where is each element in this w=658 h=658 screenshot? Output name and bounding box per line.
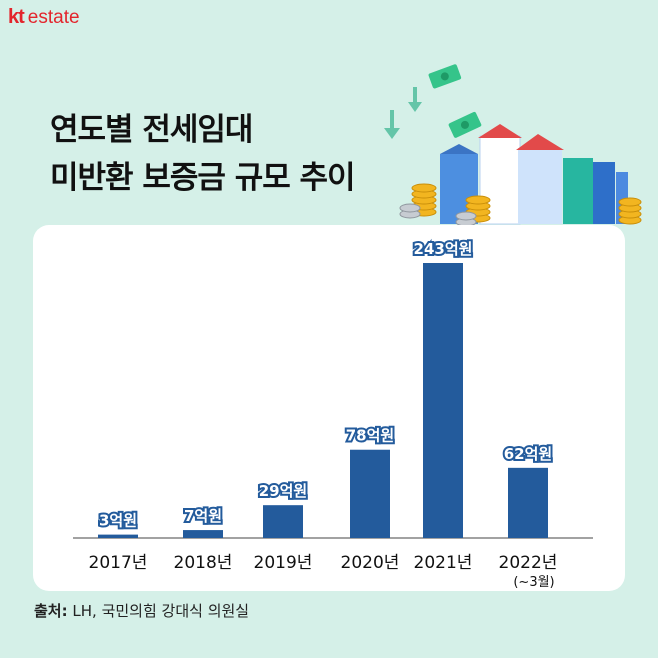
- bar-2022년: [508, 467, 548, 538]
- brand-kt: kt: [8, 6, 25, 28]
- banknote-icon: [428, 64, 462, 89]
- x-tick-sublabel: (~3월): [513, 575, 554, 590]
- x-tick-label: 2018년: [174, 553, 233, 573]
- buildings-icon: [440, 124, 628, 225]
- x-tick-label: 2019년: [254, 553, 313, 573]
- bar-2018년: [183, 530, 223, 538]
- data-label: 29억원: [259, 482, 307, 500]
- data-label: 243억원: [414, 240, 473, 258]
- source-text: LH, 국민의힘 강대식 의원실: [72, 602, 250, 620]
- bar-2019년: [263, 505, 303, 538]
- bar-chart: 3억원 2017년 7억원 2018년 29억원 2019년 78억원 2020년 243억원 2…: [73, 238, 593, 590]
- source-label: 출처:: [34, 602, 68, 620]
- down-arrow-icon: [384, 87, 422, 139]
- x-tick-label: 2022년: [499, 553, 558, 573]
- x-tick-label: 2021년: [414, 553, 473, 573]
- x-tick-label: 2020년: [341, 553, 400, 573]
- data-label: 78억원: [346, 427, 394, 445]
- brand-name: estate: [27, 7, 80, 28]
- bar-2020년: [350, 449, 390, 538]
- title-line-1: 연도별 전세임대: [50, 112, 253, 148]
- x-tick-label: 2017년: [89, 553, 148, 573]
- title-line-2: 미반환 보증금 규모 추이: [50, 160, 356, 196]
- page-title: 연도별 전세임대 미반환 보증금 규모 추이: [50, 106, 356, 202]
- bar-2021년: [423, 263, 463, 538]
- data-label: 3억원: [99, 512, 137, 530]
- banknote-icon: [448, 111, 482, 138]
- source-note: 출처: LH, 국민의힘 강대식 의원실: [34, 600, 249, 621]
- data-label: 7억원: [184, 507, 222, 525]
- city-money-illustration: [384, 64, 642, 227]
- bar-2017년: [98, 534, 138, 538]
- silver-coin-icon: [399, 203, 477, 227]
- brand-logo: kt estate: [8, 6, 80, 29]
- data-label: 62억원: [504, 445, 552, 463]
